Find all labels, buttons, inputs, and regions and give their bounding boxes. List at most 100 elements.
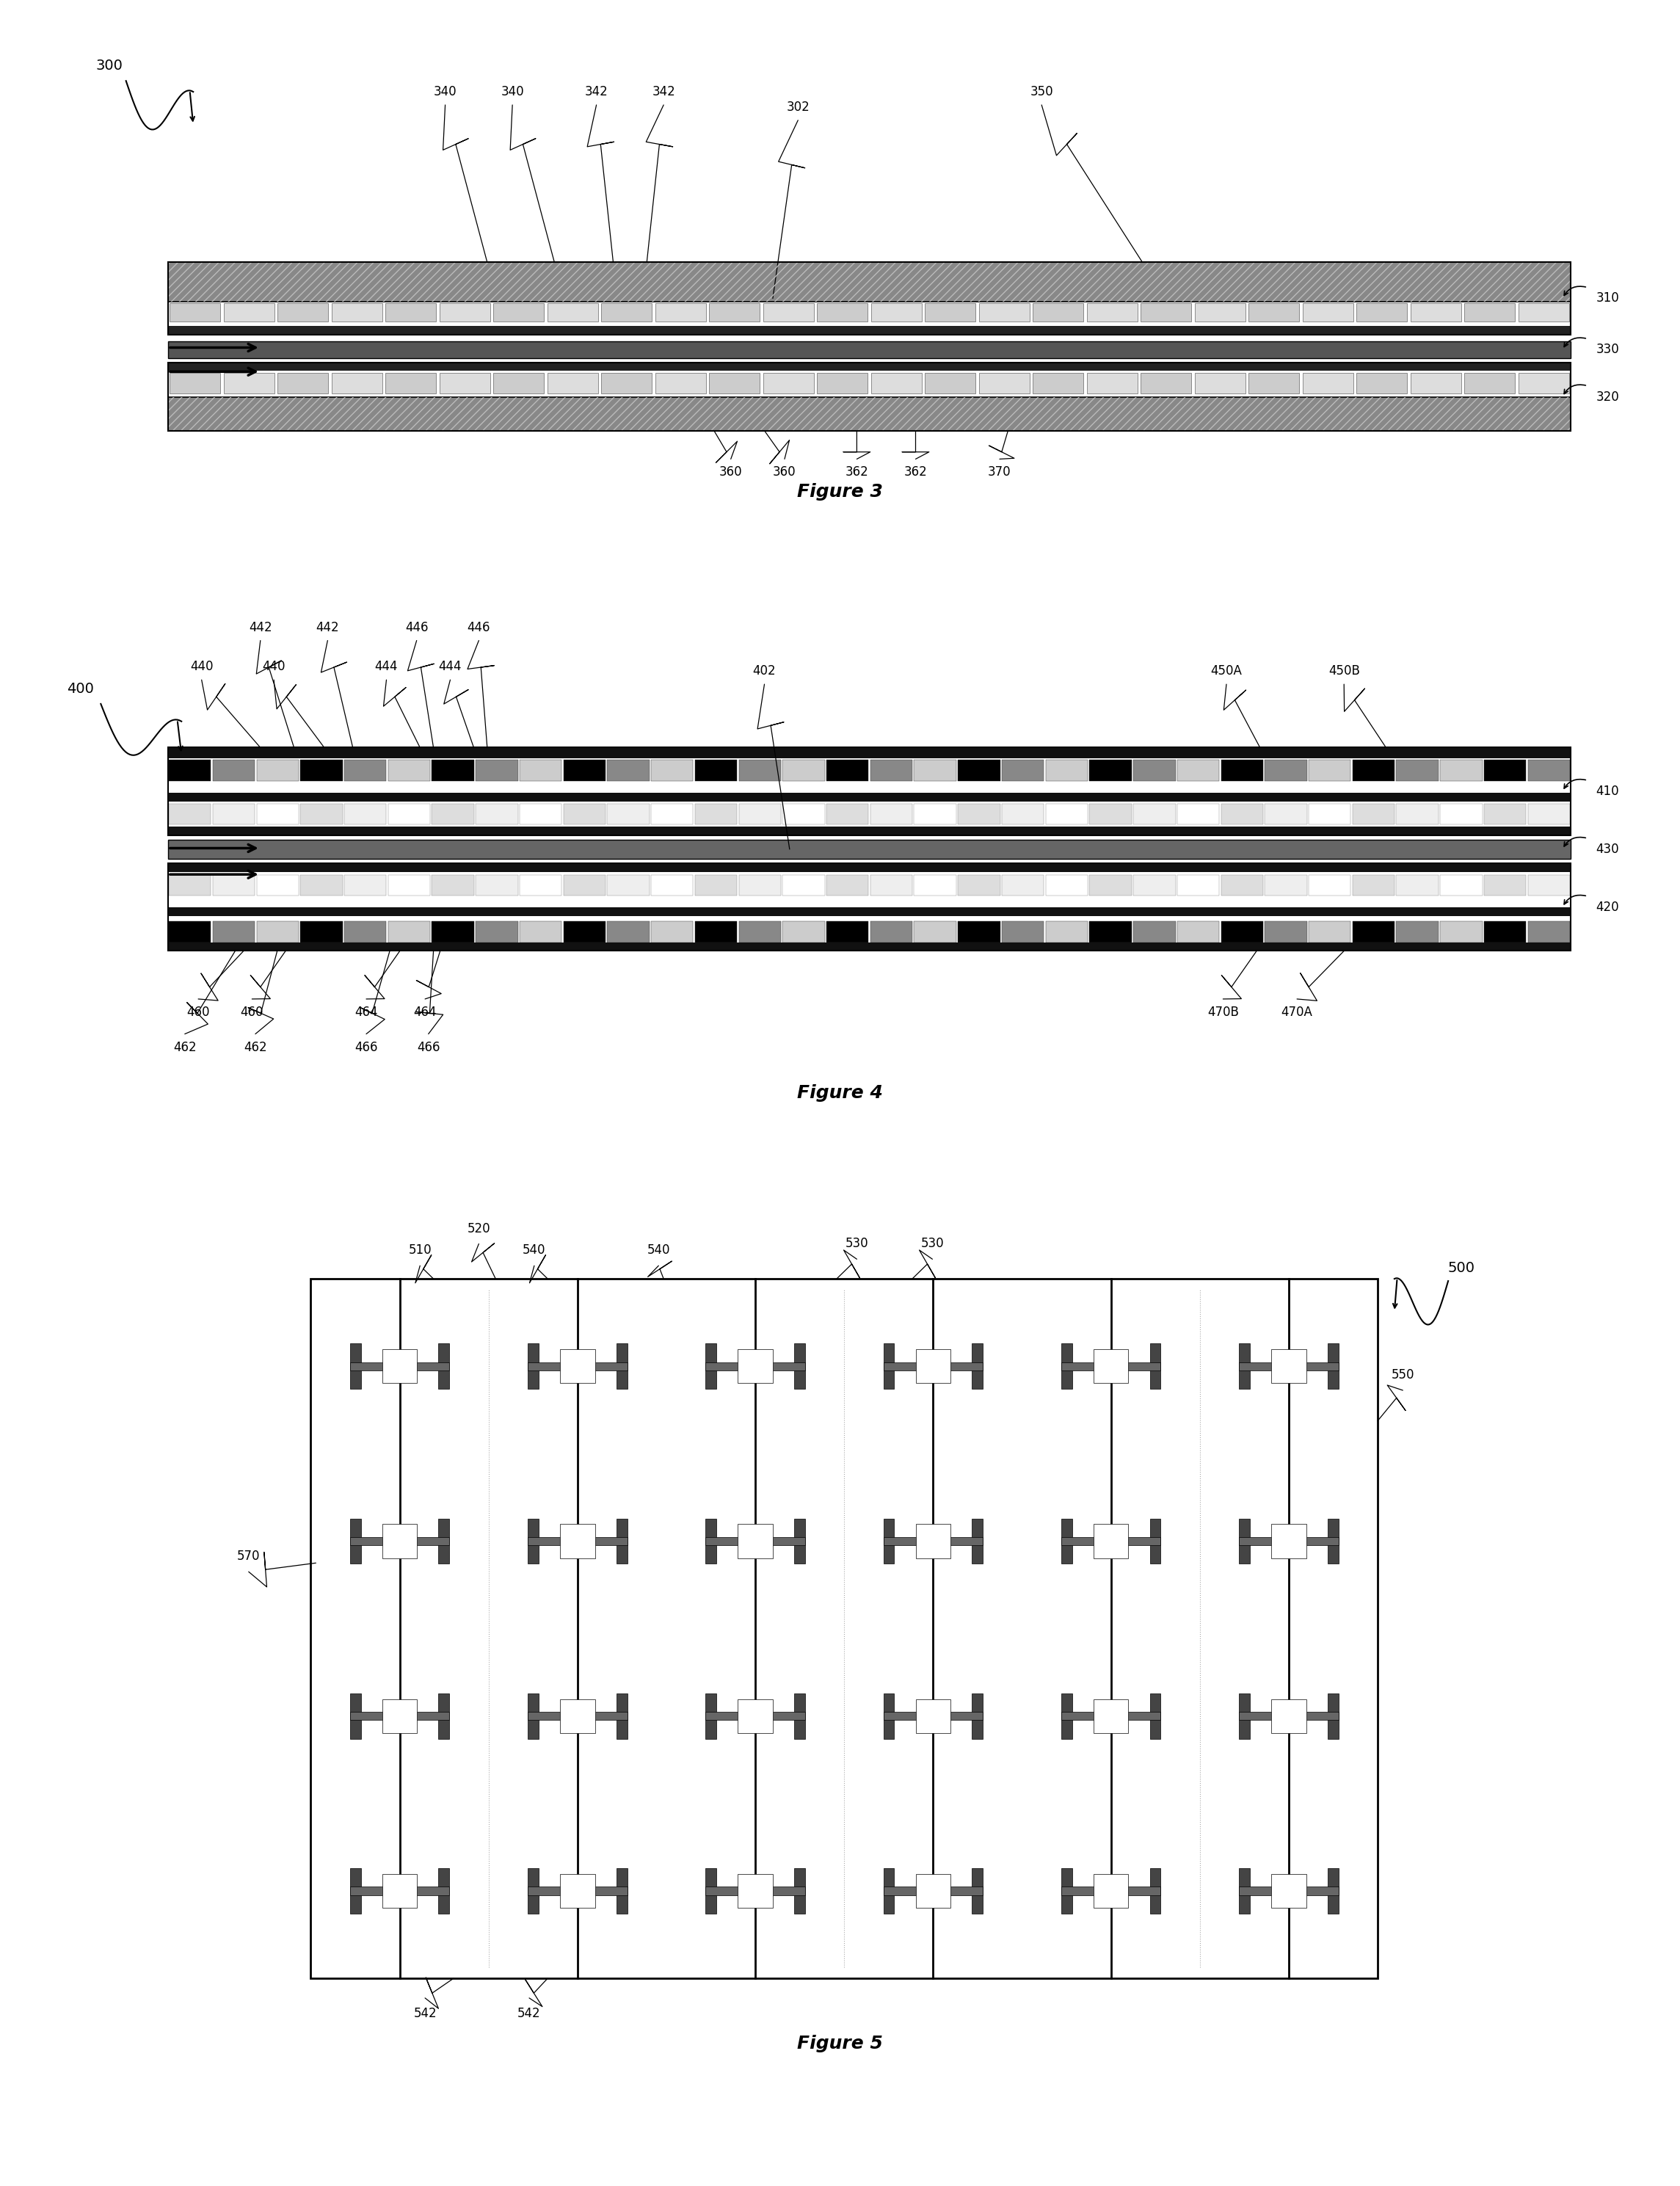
Text: 402: 402 (753, 665, 776, 678)
Bar (1221, 761, 1263, 780)
Bar (519, 920, 561, 942)
Bar (344, 874, 386, 896)
Text: 540: 540 (522, 1244, 546, 1257)
Bar (213, 761, 255, 780)
Bar (1001, 804, 1043, 824)
Bar (277, 304, 328, 321)
Bar (475, 874, 517, 896)
Bar (884, 1344, 894, 1388)
Bar (213, 804, 255, 824)
Text: 444: 444 (375, 660, 398, 673)
Bar (1089, 920, 1132, 942)
Bar (870, 374, 922, 393)
Bar (1194, 374, 1245, 393)
Bar (1327, 1344, 1339, 1388)
Text: 342: 342 (652, 85, 675, 98)
Bar (816, 304, 869, 321)
Bar (706, 1344, 716, 1388)
Bar (739, 761, 781, 780)
Bar (1272, 1873, 1305, 1908)
Bar (827, 761, 869, 780)
Bar (170, 304, 220, 321)
Bar (1045, 761, 1087, 780)
Text: 340: 340 (501, 85, 524, 98)
Bar (652, 804, 694, 824)
Bar (884, 1519, 894, 1563)
Bar (1094, 1873, 1129, 1908)
Bar (388, 804, 430, 824)
Bar (1527, 761, 1569, 780)
Bar (519, 761, 561, 780)
Bar (916, 1349, 951, 1384)
Bar (559, 1873, 595, 1908)
Bar (494, 374, 544, 393)
Bar (438, 1519, 450, 1563)
Bar (438, 1694, 450, 1738)
Bar (739, 874, 781, 896)
Bar (1357, 304, 1408, 321)
Bar (884, 1694, 894, 1738)
Bar (349, 1694, 361, 1738)
Bar (1527, 874, 1569, 896)
Bar (432, 920, 474, 942)
Bar (738, 1349, 773, 1384)
Text: 462: 462 (173, 1041, 197, 1054)
Bar (432, 874, 474, 896)
Bar (1309, 920, 1351, 942)
Bar (1465, 304, 1515, 321)
Text: Figure 5: Figure 5 (796, 2035, 884, 2053)
Bar (1149, 1519, 1161, 1563)
Bar (916, 1873, 951, 1908)
Bar (795, 1694, 805, 1738)
Bar (1327, 1519, 1339, 1563)
Bar (1396, 920, 1438, 942)
Bar (606, 761, 650, 780)
Bar (652, 761, 694, 780)
Bar (738, 1873, 773, 1908)
Bar (1396, 761, 1438, 780)
Bar (1062, 1694, 1072, 1738)
Bar (870, 804, 912, 824)
Text: 410: 410 (1596, 785, 1620, 798)
Bar (344, 920, 386, 942)
Bar (1149, 1869, 1161, 1913)
Bar (884, 1712, 983, 1720)
Bar (1087, 374, 1137, 393)
Bar (311, 1279, 1378, 1978)
Bar (528, 1537, 627, 1546)
Bar (349, 1712, 450, 1720)
Bar (528, 1362, 627, 1371)
Bar (349, 1537, 450, 1546)
Text: 446: 446 (467, 621, 491, 634)
Bar (816, 374, 869, 393)
Text: 460: 460 (240, 1006, 264, 1019)
Bar (257, 804, 299, 824)
Bar (563, 761, 605, 780)
Bar (795, 1519, 805, 1563)
Bar (1411, 304, 1462, 321)
Bar (601, 374, 652, 393)
Bar (170, 920, 212, 942)
Bar (223, 304, 274, 321)
Bar (311, 1279, 1378, 1978)
Bar (349, 1362, 450, 1371)
Bar (170, 874, 212, 896)
Bar (1352, 761, 1394, 780)
Bar (349, 1887, 450, 1895)
Text: 440: 440 (190, 660, 213, 673)
Bar (795, 1869, 805, 1913)
Bar (783, 761, 825, 780)
Bar (655, 304, 706, 321)
Bar (168, 396, 1571, 431)
Bar (926, 304, 976, 321)
Bar (1265, 804, 1307, 824)
Bar (1327, 1869, 1339, 1913)
Bar (344, 761, 386, 780)
Bar (563, 804, 605, 824)
Bar (1094, 1699, 1129, 1733)
Bar (884, 1537, 983, 1546)
Bar (440, 374, 491, 393)
Text: 302: 302 (786, 101, 810, 114)
Bar (1238, 1362, 1339, 1371)
Text: 330: 330 (1596, 343, 1620, 356)
